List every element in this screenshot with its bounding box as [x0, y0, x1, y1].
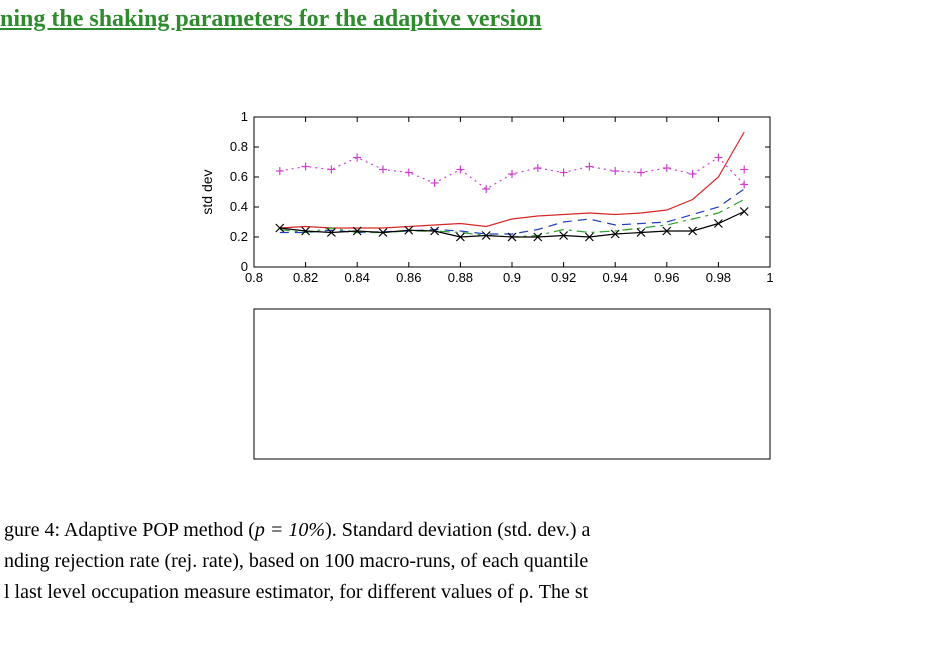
figure-charts: 0.8 0.82 0.84 0.86 0.88 0.9 0.92 0.94 0.96 0.98 1 0…	[188, 41, 936, 511]
svg-text:0.92: 0.92	[551, 270, 576, 285]
svg-text:0.9: 0.9	[503, 270, 521, 285]
svg-text:0.88: 0.88	[448, 270, 473, 285]
svg-text:0.98: 0.98	[706, 270, 731, 285]
svg-text:1: 1	[766, 270, 773, 285]
svg-text:0.84: 0.84	[345, 270, 370, 285]
svg-text:0.6: 0.6	[230, 169, 248, 184]
svg-text:1: 1	[241, 109, 248, 124]
svg-text:0.86: 0.86	[396, 270, 421, 285]
svg-text:std dev: std dev	[199, 169, 215, 214]
svg-text:0.2: 0.2	[230, 229, 248, 244]
section-heading: ning the shaking parameters for the adap…	[0, 6, 936, 33]
svg-text:0.4: 0.4	[230, 199, 248, 214]
svg-text:0: 0	[241, 259, 248, 274]
caption-l1-math: p = 10%	[255, 519, 325, 541]
caption-l1-post: ). Standard deviation (std. dev.) a	[325, 519, 590, 541]
svg-text:0.82: 0.82	[293, 270, 318, 285]
svg-text:0.94: 0.94	[603, 270, 628, 285]
figure-caption: gure 4: Adaptive POP method (p = 10%). S…	[0, 515, 936, 608]
svg-text:0.96: 0.96	[654, 270, 679, 285]
caption-l1-pre: gure 4: Adaptive POP method (	[4, 519, 255, 541]
caption-l2: nding rejection rate (rej. rate), based …	[4, 546, 932, 577]
svg-text:0.8: 0.8	[230, 139, 248, 154]
caption-l3: l last level occupation measure estimato…	[4, 577, 932, 608]
